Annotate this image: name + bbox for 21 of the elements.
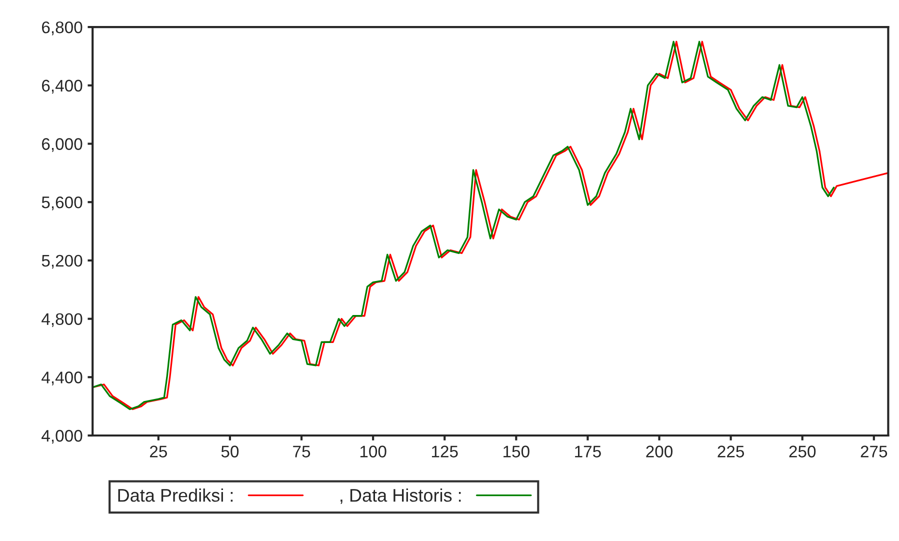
x-tick-label: 75 [293, 446, 310, 458]
x-tick-label: 275 [860, 446, 888, 458]
y-tick-label: 6,400 [42, 80, 82, 94]
x-tick-label: 100 [360, 446, 386, 458]
x-tick-label: 250 [789, 446, 816, 458]
y-tick-label: 5,200 [42, 254, 82, 269]
x-tick-label: 175 [575, 446, 601, 458]
x-tick-label: 125 [432, 446, 458, 458]
x-tick-label: 225 [718, 446, 744, 458]
y-tick-label: 5,600 [42, 196, 82, 210]
x-tick-label: 150 [504, 446, 530, 458]
x-tick-label: 25 [150, 446, 167, 458]
legend-label: Data Prediksi : [118, 488, 233, 502]
x-tick-label: 50 [221, 446, 239, 458]
x-tick-label: 200 [646, 446, 673, 458]
y-tick-label: 4,400 [42, 372, 82, 386]
y-tick-label: 6,800 [42, 21, 82, 36]
legend-label: , Data Historis : [340, 488, 461, 504]
y-tick-label: 4,800 [42, 313, 82, 327]
y-tick-label: 6,000 [42, 138, 82, 152]
y-tick-label: 4,000 [42, 430, 82, 444]
